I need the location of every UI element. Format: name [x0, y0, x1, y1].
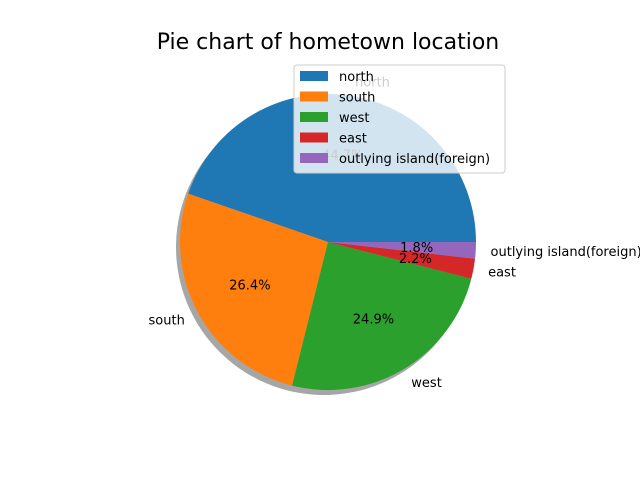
legend-label-outlying-island-foreign: outlying island(foreign)	[339, 152, 490, 167]
pie-slice-west	[292, 242, 472, 390]
legend: north south west east outlying island(foreig…	[293, 64, 506, 174]
legend-frame	[293, 64, 506, 174]
slice-percent-outlying-island-foreign: 1.8%	[400, 241, 433, 256]
slice-label-south: south	[149, 314, 185, 329]
slice-label-west: west	[411, 376, 442, 391]
legend-label-north: north	[339, 70, 374, 85]
slice-percent-south: 26.4%	[229, 278, 270, 293]
slice-percent-west: 24.9%	[353, 312, 394, 327]
legend-swatch-outlying-island-foreign	[300, 153, 328, 163]
legend-swatch-south	[300, 91, 328, 102]
slice-label-east: east	[488, 266, 516, 281]
legend-swatch-east	[300, 132, 328, 143]
legend-label-east: east	[339, 132, 367, 147]
slice-percent-east: 2.2%	[399, 252, 432, 267]
chart-title: Pie chart of hometown location	[157, 30, 499, 55]
legend-swatch-west	[300, 112, 328, 122]
slice-label-outlying-island-foreign: outlying island(foreign)	[491, 245, 640, 260]
legend-swatch-north	[300, 71, 328, 81]
pie-slice-south	[179, 193, 328, 386]
legend-label-west: west	[339, 111, 370, 126]
legend-label-south: south	[339, 91, 375, 106]
pie-slice-outlying-island-foreign	[328, 242, 476, 259]
pie-slice-east	[328, 242, 476, 279]
